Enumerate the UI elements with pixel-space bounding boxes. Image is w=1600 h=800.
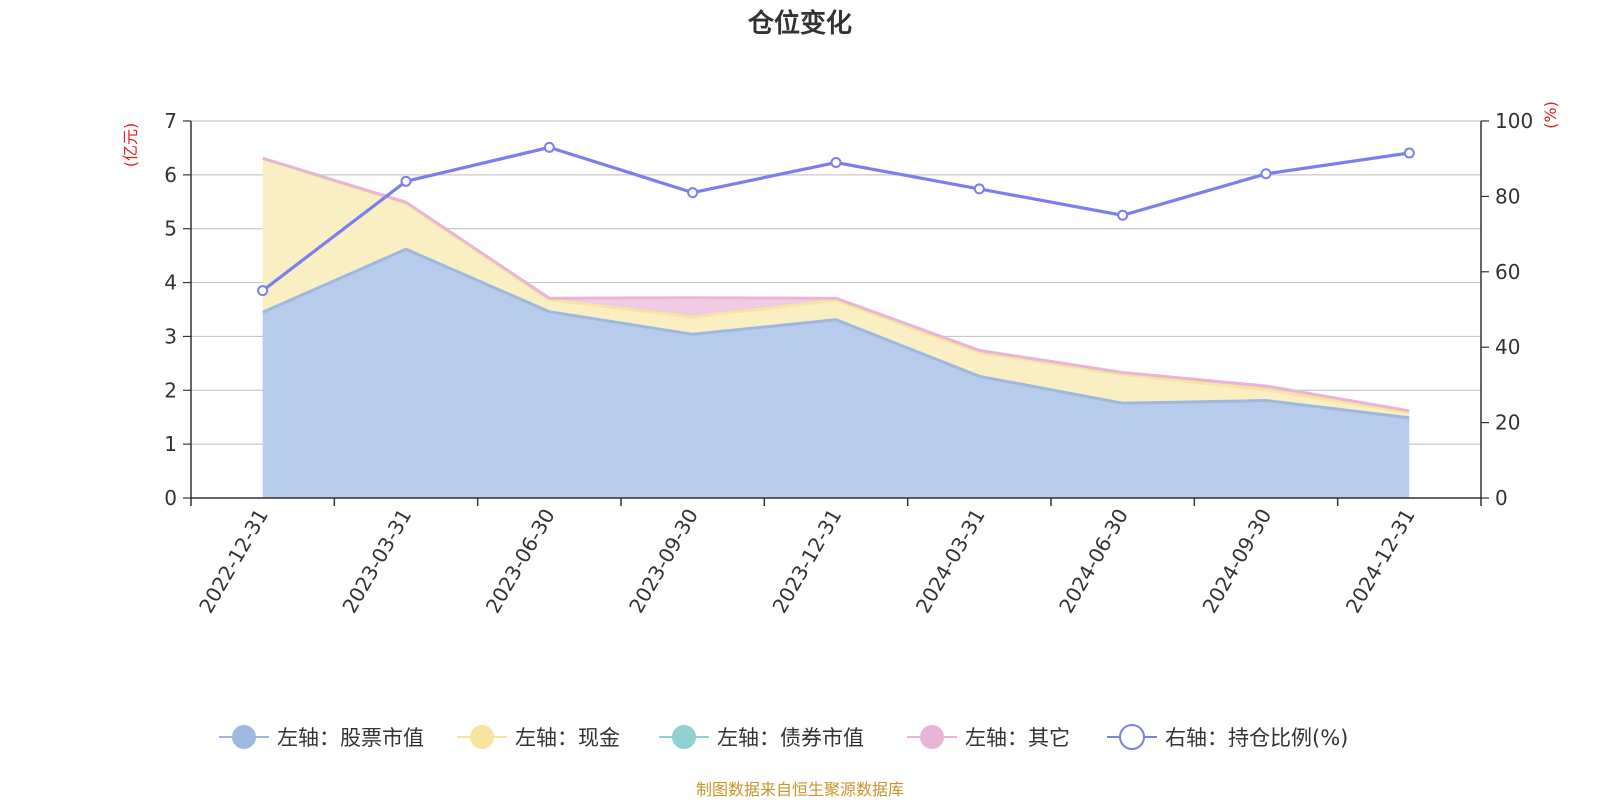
left-axis-unit: (亿元) bbox=[121, 123, 140, 168]
left-tick-label: 6 bbox=[164, 163, 177, 187]
legend-item-1: 左轴：现金 bbox=[457, 725, 620, 750]
ratio-point bbox=[973, 183, 985, 195]
source-note: 制图数据来自恒生聚源数据库 bbox=[696, 780, 904, 799]
left-tick-label: 2 bbox=[164, 378, 177, 402]
left-tick-label: 0 bbox=[164, 486, 177, 510]
chart-title: 仓位变化 bbox=[747, 8, 852, 39]
x-tick-label: 2024-06-30 bbox=[1054, 505, 1133, 618]
legend-marker bbox=[1119, 724, 1145, 750]
ratio-point bbox=[1117, 209, 1129, 221]
legend-item-0: 左轴：股票市值 bbox=[219, 725, 424, 750]
legend-marker bbox=[232, 725, 256, 749]
x-tick-label: 2024-09-30 bbox=[1197, 505, 1276, 618]
area-edge-0 bbox=[262, 247, 1410, 420]
right-tick-label: 0 bbox=[1495, 486, 1508, 510]
legend: 左轴：股票市值 左轴：现金 左轴：债券市值 左轴：其它 右轴：持仓比例(%) bbox=[219, 724, 1348, 750]
legend-item-3: 左轴：其它 bbox=[907, 725, 1070, 750]
ratio-point bbox=[400, 175, 412, 187]
ratio-point bbox=[543, 141, 555, 153]
left-tick-label: 3 bbox=[164, 324, 177, 348]
left-tick-label: 1 bbox=[164, 432, 177, 456]
right-tick-label: 40 bbox=[1495, 335, 1520, 359]
legend-item-2: 左轴：债券市值 bbox=[659, 725, 864, 750]
legend-item-4: 右轴：持仓比例(%) bbox=[1107, 724, 1348, 750]
x-tick-label: 2024-12-31 bbox=[1341, 505, 1420, 618]
ratio-point bbox=[1260, 168, 1272, 180]
right-tick-label: 20 bbox=[1495, 411, 1520, 435]
right-tick-label: 80 bbox=[1495, 184, 1520, 208]
legend-label: 右轴：持仓比例(%) bbox=[1165, 726, 1348, 750]
ratio-point bbox=[1403, 147, 1415, 159]
ratio-point bbox=[687, 187, 699, 199]
x-tick-label: 2023-12-31 bbox=[767, 505, 846, 618]
legend-label: 左轴：其它 bbox=[965, 726, 1070, 750]
right-tick-label: 60 bbox=[1495, 260, 1520, 284]
left-tick-label: 7 bbox=[164, 109, 177, 133]
left-tick-label: 4 bbox=[164, 271, 177, 295]
area-0 bbox=[262, 249, 1410, 498]
x-tick-label: 2023-03-31 bbox=[337, 505, 416, 618]
x-tick-label: 2024-03-31 bbox=[911, 504, 990, 617]
ratio-point bbox=[830, 156, 842, 168]
ratio-point bbox=[257, 285, 269, 297]
right-tick-label: 100 bbox=[1495, 109, 1533, 133]
x-tick-label: 2023-09-30 bbox=[624, 505, 703, 618]
legend-label: 左轴：股票市值 bbox=[277, 726, 424, 750]
legend-label: 左轴：现金 bbox=[515, 726, 620, 750]
legend-label: 左轴：债券市值 bbox=[717, 726, 864, 750]
ratio-line bbox=[257, 141, 1415, 297]
legend-marker bbox=[470, 725, 494, 749]
area-edge-3 bbox=[262, 156, 1410, 413]
left-tick-label: 5 bbox=[164, 217, 177, 241]
x-tick-label: 2022-12-31 bbox=[194, 505, 273, 618]
x-tick-label: 2023-06-30 bbox=[481, 505, 560, 618]
legend-marker bbox=[920, 725, 944, 749]
right-axis-unit: (%) bbox=[1541, 101, 1560, 129]
stacked-areas bbox=[262, 156, 1410, 498]
legend-marker bbox=[672, 725, 696, 749]
